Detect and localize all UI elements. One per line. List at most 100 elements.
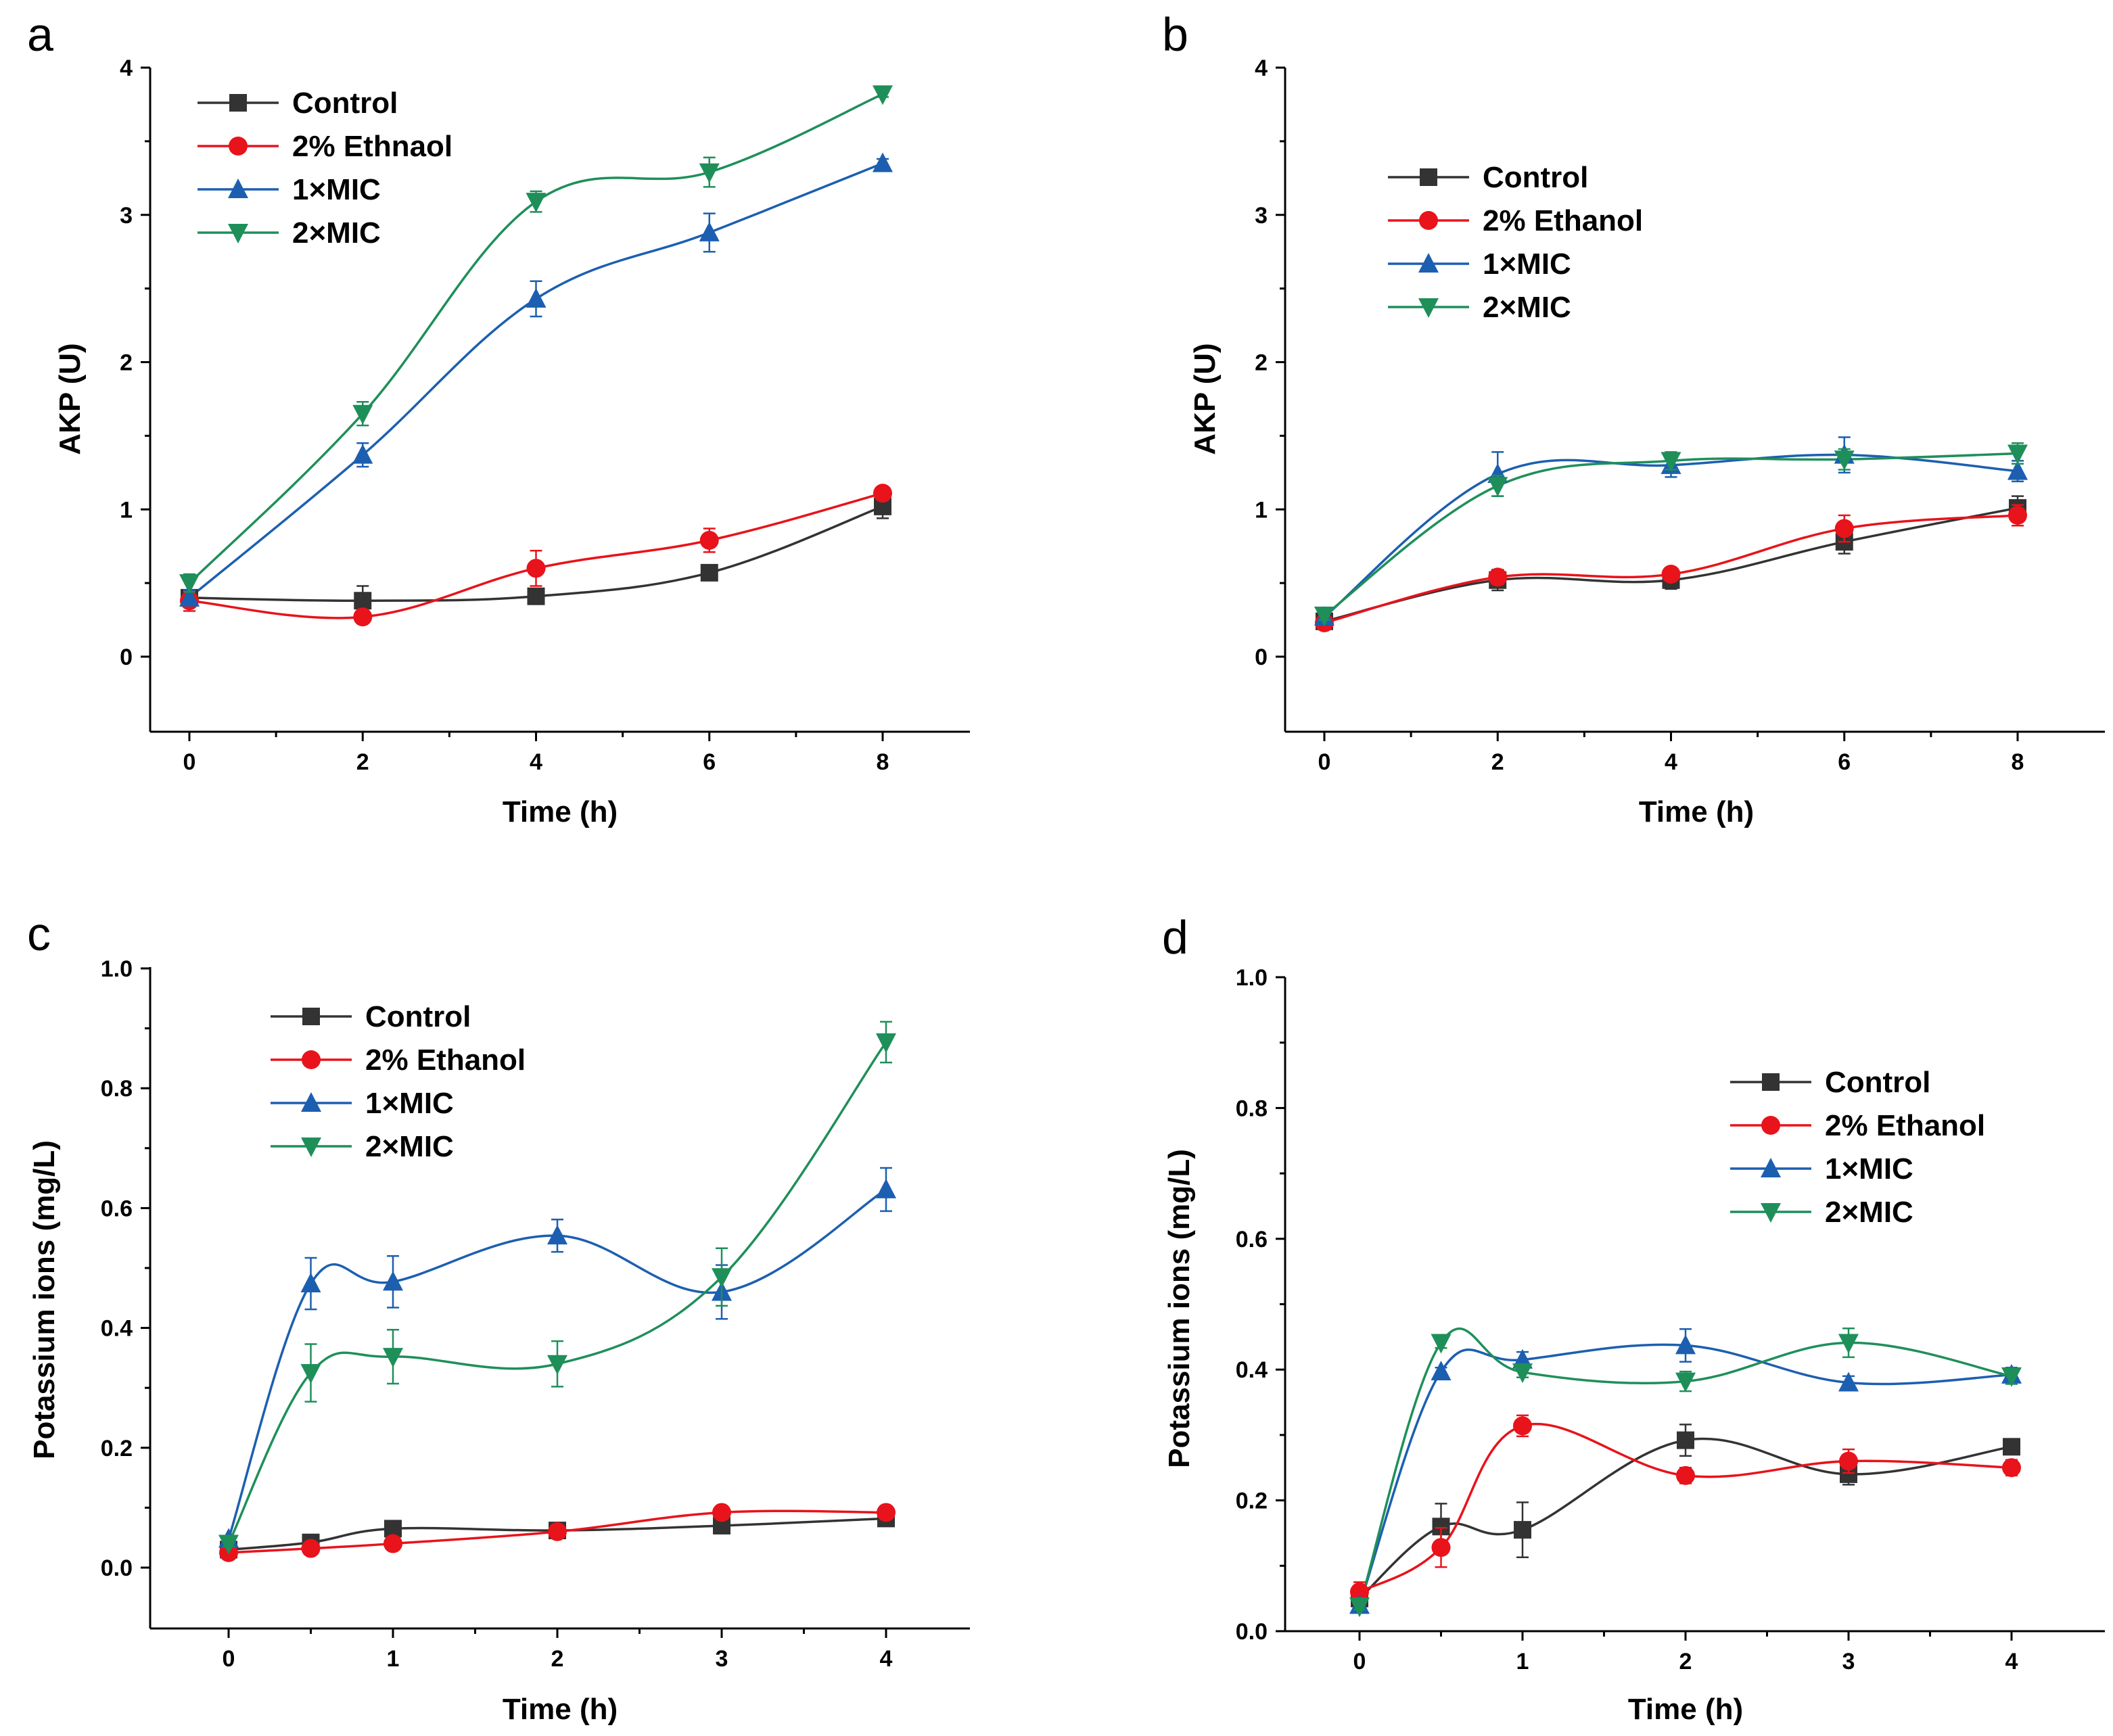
panel-a-legend-label: 1×MIC	[292, 173, 381, 206]
panel-d-data-point	[1676, 1465, 1695, 1485]
panel-a-legend-label: 2% Ethnaol	[292, 130, 452, 163]
panel-d-data-point	[2003, 1438, 2020, 1456]
panel-d-legend-label: Control	[1825, 1066, 1930, 1099]
panel-c-x-axis-label: Time (h)	[503, 1693, 618, 1726]
panel-c-y-tick-label: 0.8	[101, 1076, 133, 1102]
panel-c-data-point	[383, 1348, 403, 1368]
panel-a-data-point	[526, 287, 547, 308]
panel-b-data-point	[1488, 567, 1508, 587]
panel-b-legend-marker	[1420, 168, 1437, 186]
panel-c-data-point	[300, 1273, 321, 1293]
panel-c-legend-label: 2% Ethanol	[365, 1043, 526, 1077]
panel-a-data-point	[354, 592, 372, 610]
panel-b-series-line-0	[1324, 507, 2018, 623]
panel-d-x-tick-label: 1	[1516, 1649, 1529, 1674]
panel-a-data-point	[352, 404, 373, 425]
panel-a-y-axis-label: AKP (U)	[53, 343, 87, 454]
panel-d-data-point	[1350, 1582, 1369, 1601]
panel-d-x-tick-label: 4	[2005, 1649, 2018, 1674]
panel-b-y-tick-label: 1	[1255, 497, 1268, 523]
panel-b-legend-label: Control	[1483, 161, 1588, 194]
panel-a-x-tick-label: 8	[877, 749, 889, 775]
panel-b-data-point	[2007, 444, 2028, 465]
panel-b-data-point	[2008, 505, 2027, 525]
panel-a-legend-marker	[228, 224, 248, 243]
panel-b-y-tick-label: 4	[1255, 55, 1268, 81]
panel-d-data-point	[1675, 1372, 1696, 1392]
panel-c-data-point	[547, 1225, 567, 1245]
panel-b-legend-marker	[1418, 298, 1439, 318]
panel-d-legend-marker	[1762, 1073, 1780, 1091]
panel-d-data-point	[1677, 1431, 1694, 1449]
panel-d-legend-marker	[1761, 1116, 1780, 1135]
panel-a-x-tick-label: 0	[183, 749, 196, 775]
panel-c-x-tick-label: 3	[716, 1646, 728, 1672]
panel-d-data-point	[1431, 1334, 1452, 1354]
panel-d-series-line-3	[1358, 1327, 2012, 1607]
panel-b-x-tick-label: 2	[1491, 749, 1504, 775]
panel-a-legend-marker	[228, 179, 248, 198]
panel-a-data-point	[699, 221, 720, 241]
panel-a-y-tick-label: 4	[120, 55, 133, 81]
panel-d-y-tick-label: 0.2	[1236, 1488, 1268, 1514]
panel-b-x-tick-label: 0	[1318, 749, 1331, 775]
panel-d-y-tick-label: 0.0	[1236, 1619, 1268, 1645]
panel-a-x-tick-label: 4	[530, 749, 542, 775]
panel-a-y-tick-label: 3	[120, 203, 133, 229]
panel-b-legend-label: 1×MIC	[1483, 248, 1571, 281]
panel-b-y-axis-label: AKP (U)	[1188, 343, 1222, 454]
panel-c-data-point	[877, 1503, 896, 1522]
panel-c-data-point	[218, 1534, 239, 1555]
panel-b-x-tick-label: 8	[2012, 749, 2024, 775]
panel-a-y-tick-label: 1	[120, 497, 133, 523]
panel-b-data-point	[2007, 460, 2028, 480]
panel-d-data-point	[1349, 1597, 1370, 1618]
panel-d-legend-label: 2% Ethanol	[1825, 1109, 1985, 1142]
panel-b-x-axis-label: Time (h)	[1639, 795, 1754, 828]
panel-c-legend-marker	[302, 1050, 321, 1069]
panel-d-x-axis-label: Time (h)	[1628, 1693, 1743, 1726]
panel-b-y-tick-label: 2	[1255, 350, 1268, 376]
panel-d-x-tick-label: 3	[1842, 1649, 1855, 1674]
panel-c-y-tick-label: 0.6	[101, 1196, 133, 1221]
panel-d-x-tick-label: 0	[1353, 1649, 1366, 1674]
panel-b-legend-label: 2×MIC	[1483, 291, 1571, 324]
panel-c-data-point	[712, 1268, 732, 1288]
panel-c-x-tick-label: 4	[880, 1646, 893, 1672]
panel-c-data-point	[300, 1364, 321, 1384]
panel-a-legend-label: Control	[292, 87, 398, 120]
panel-a-data-point	[352, 444, 373, 464]
panel-d-y-tick-label: 0.6	[1236, 1227, 1268, 1252]
panel-b-data-point	[1661, 565, 1681, 584]
panel-d-x-tick-label: 2	[1679, 1649, 1692, 1674]
panel-c-x-tick-label: 1	[387, 1646, 400, 1672]
panel-a-data-point	[873, 484, 892, 503]
panel-c-data-point	[548, 1522, 567, 1541]
panel-a-data-point	[699, 530, 719, 550]
panel-a-series-line-2	[188, 162, 883, 599]
panel-d-data-point	[1838, 1371, 1859, 1392]
panel-a-legend-marker	[229, 94, 247, 112]
panel-c-data-point	[712, 1503, 731, 1522]
panel-d-data-point	[1512, 1363, 1533, 1384]
panel-c-series-line-2	[227, 1188, 887, 1540]
panel-d-y-tick-label: 1.0	[1236, 965, 1268, 991]
panel-a-x-tick-label: 2	[356, 749, 369, 775]
panel-b-data-point	[1314, 607, 1334, 627]
panel-d-data-point	[1838, 1334, 1859, 1354]
panel-c-data-point	[876, 1033, 896, 1053]
panel-d-data-point	[2002, 1458, 2021, 1478]
panel-b-x-tick-label: 6	[1838, 749, 1851, 775]
panel-d-legend-label: 2×MIC	[1825, 1196, 1913, 1229]
panel-a-y-tick-label: 2	[120, 350, 133, 376]
panel-a-data-point	[179, 574, 200, 594]
panel-c-legend-label: 1×MIC	[365, 1087, 454, 1120]
panel-c-y-tick-label: 0.0	[101, 1555, 133, 1581]
panel-b-data-point	[1834, 450, 1855, 471]
panel-c-data-point	[547, 1355, 567, 1375]
panel-b: b 0 2 4 6 8 0 1 2 3 4 Control 2% Ethanol 1×MIC 2×MIC…	[1162, 8, 2105, 828]
panel-b-x-tick-label: 4	[1665, 749, 1677, 775]
panel-a-data-point	[700, 563, 718, 582]
panel-a-series-line-3	[188, 93, 883, 584]
